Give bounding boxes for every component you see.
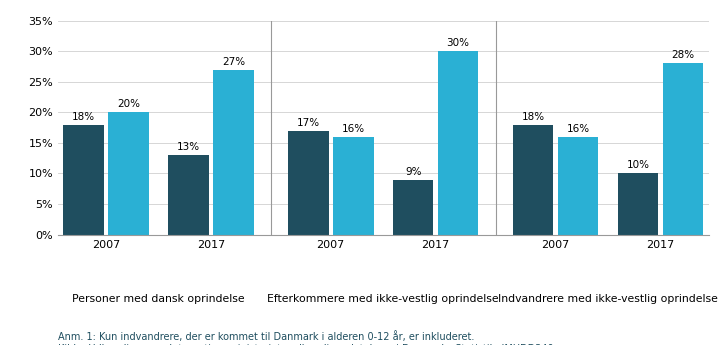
Text: 27%: 27% — [222, 57, 245, 67]
Bar — [393, 180, 434, 235]
Text: 20%: 20% — [117, 99, 140, 109]
Text: Personer med dansk oprindelse: Personer med dansk oprindelse — [72, 295, 245, 305]
Text: 16%: 16% — [566, 124, 589, 134]
Bar — [288, 131, 329, 235]
Text: 10%: 10% — [626, 160, 649, 170]
Bar — [557, 137, 599, 235]
Bar — [333, 137, 374, 235]
Text: 28%: 28% — [671, 50, 694, 60]
Bar — [513, 125, 553, 235]
Text: Efterkommere med ikke-vestlig oprindelse: Efterkommere med ikke-vestlig oprindelse — [268, 295, 499, 305]
Bar — [437, 51, 479, 235]
Bar — [108, 112, 149, 235]
Text: 30%: 30% — [447, 38, 470, 48]
Text: 9%: 9% — [405, 167, 422, 177]
Bar — [617, 174, 658, 235]
Text: 18%: 18% — [72, 111, 95, 121]
Bar — [213, 70, 254, 235]
Text: 17%: 17% — [296, 118, 320, 128]
Bar — [662, 63, 703, 235]
Bar — [168, 155, 209, 235]
Text: Anm. 1: Kun indvandrere, der er kommet til Danmark i alderen 0-12 år, er inklude: Anm. 1: Kun indvandrere, der er kommet t… — [58, 331, 557, 345]
Bar — [63, 125, 104, 235]
Text: 18%: 18% — [521, 111, 544, 121]
Text: Indvandrere med ikke-vestlig oprindelse: Indvandrere med ikke-vestlig oprindelse — [498, 295, 718, 305]
Text: 13%: 13% — [177, 142, 200, 152]
Text: 16%: 16% — [342, 124, 365, 134]
